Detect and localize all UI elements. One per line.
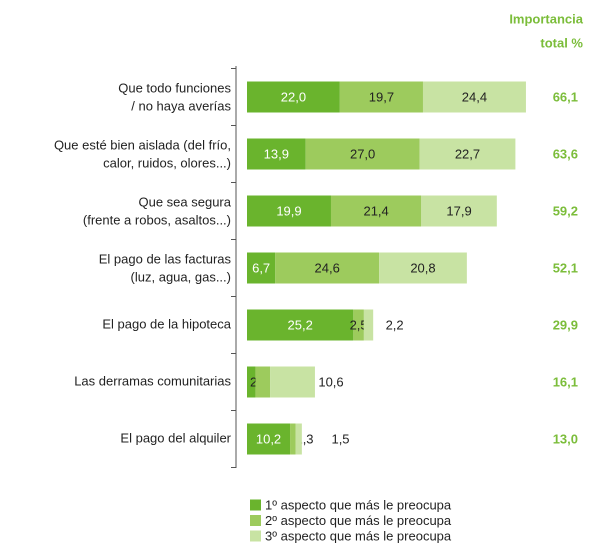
bar-segment	[255, 366, 271, 398]
bar-segment	[295, 423, 302, 455]
value-label: 24,6	[315, 260, 340, 275]
category-label: El pago de las facturas	[99, 251, 232, 266]
category-label: (luz, agua, gas...)	[131, 269, 231, 284]
bar-segment	[330, 195, 422, 227]
bar-segment	[247, 252, 276, 284]
value-label: 24,4	[462, 89, 487, 104]
bar-segment	[379, 252, 467, 284]
bar-segment	[305, 138, 420, 170]
total-label: 59,2	[553, 203, 578, 218]
value-label: 27,0	[350, 146, 375, 161]
category-label: (frente a robos, asaltos...)	[83, 212, 231, 227]
category-label: El pago de la hipoteca	[102, 316, 231, 331]
value-label: 22,7	[455, 146, 480, 161]
value-label: 20,8	[410, 260, 435, 275]
value-label: 6,7	[252, 260, 270, 275]
bar-segment	[247, 138, 306, 170]
category-label: Las derramas comunitarias	[74, 373, 231, 388]
bar-segment	[247, 366, 256, 398]
value-label: 1,5	[331, 431, 349, 446]
legend-label: 2º aspecto que más le preocupa	[265, 513, 452, 528]
bar-segment	[339, 81, 423, 113]
total-label: 29,9	[553, 317, 578, 332]
legend-swatch	[250, 499, 261, 511]
bar-segment	[353, 309, 364, 341]
value-label: 22,0	[281, 89, 306, 104]
value-label: 19,9	[276, 203, 301, 218]
legend-label: 1º aspecto que más le preocupa	[265, 497, 452, 512]
total-header: Importancia	[509, 11, 583, 26]
value-label: 10,6	[318, 374, 343, 389]
category-label: El pago del alquiler	[120, 430, 231, 445]
bar-segment	[363, 309, 374, 341]
bar-segment	[247, 423, 291, 455]
bar-segment	[421, 195, 497, 227]
legend-label: 3º aspecto que más le preocupa	[265, 528, 452, 543]
bar-segment	[247, 195, 331, 227]
legend-swatch	[250, 515, 261, 526]
bar-segment	[270, 366, 315, 398]
value-label: 17,9	[446, 203, 471, 218]
total-header: total %	[540, 35, 583, 50]
value-label: 2,2	[386, 317, 404, 332]
category-label: calor, ruidos, olores...)	[103, 155, 231, 170]
bar-segment	[419, 138, 516, 170]
bar-segment	[275, 252, 380, 284]
value-label: 10,2	[256, 431, 281, 446]
value-label: 21,4	[363, 203, 388, 218]
category-label: Que esté bien aislada (del frío,	[54, 137, 231, 152]
category-label: Que todo funciones	[118, 80, 231, 95]
value-label: 25,2	[288, 317, 313, 332]
bar-segment	[290, 423, 296, 455]
category-label: Que sea segura	[138, 194, 231, 209]
category-label: / no haya averías	[131, 98, 231, 113]
value-label: 2,5	[350, 317, 368, 332]
total-label: 66,1	[553, 89, 578, 104]
total-label: 52,1	[553, 260, 578, 275]
legend-swatch	[250, 530, 261, 542]
value-label: 13,9	[264, 146, 289, 161]
bar-segment	[247, 81, 340, 113]
total-label: 63,6	[553, 146, 578, 161]
bar-segment	[247, 309, 354, 341]
total-label: 13,0	[553, 431, 578, 446]
total-label: 16,1	[553, 374, 578, 389]
value-label: 19,7	[369, 89, 394, 104]
bar-segment	[422, 81, 526, 113]
